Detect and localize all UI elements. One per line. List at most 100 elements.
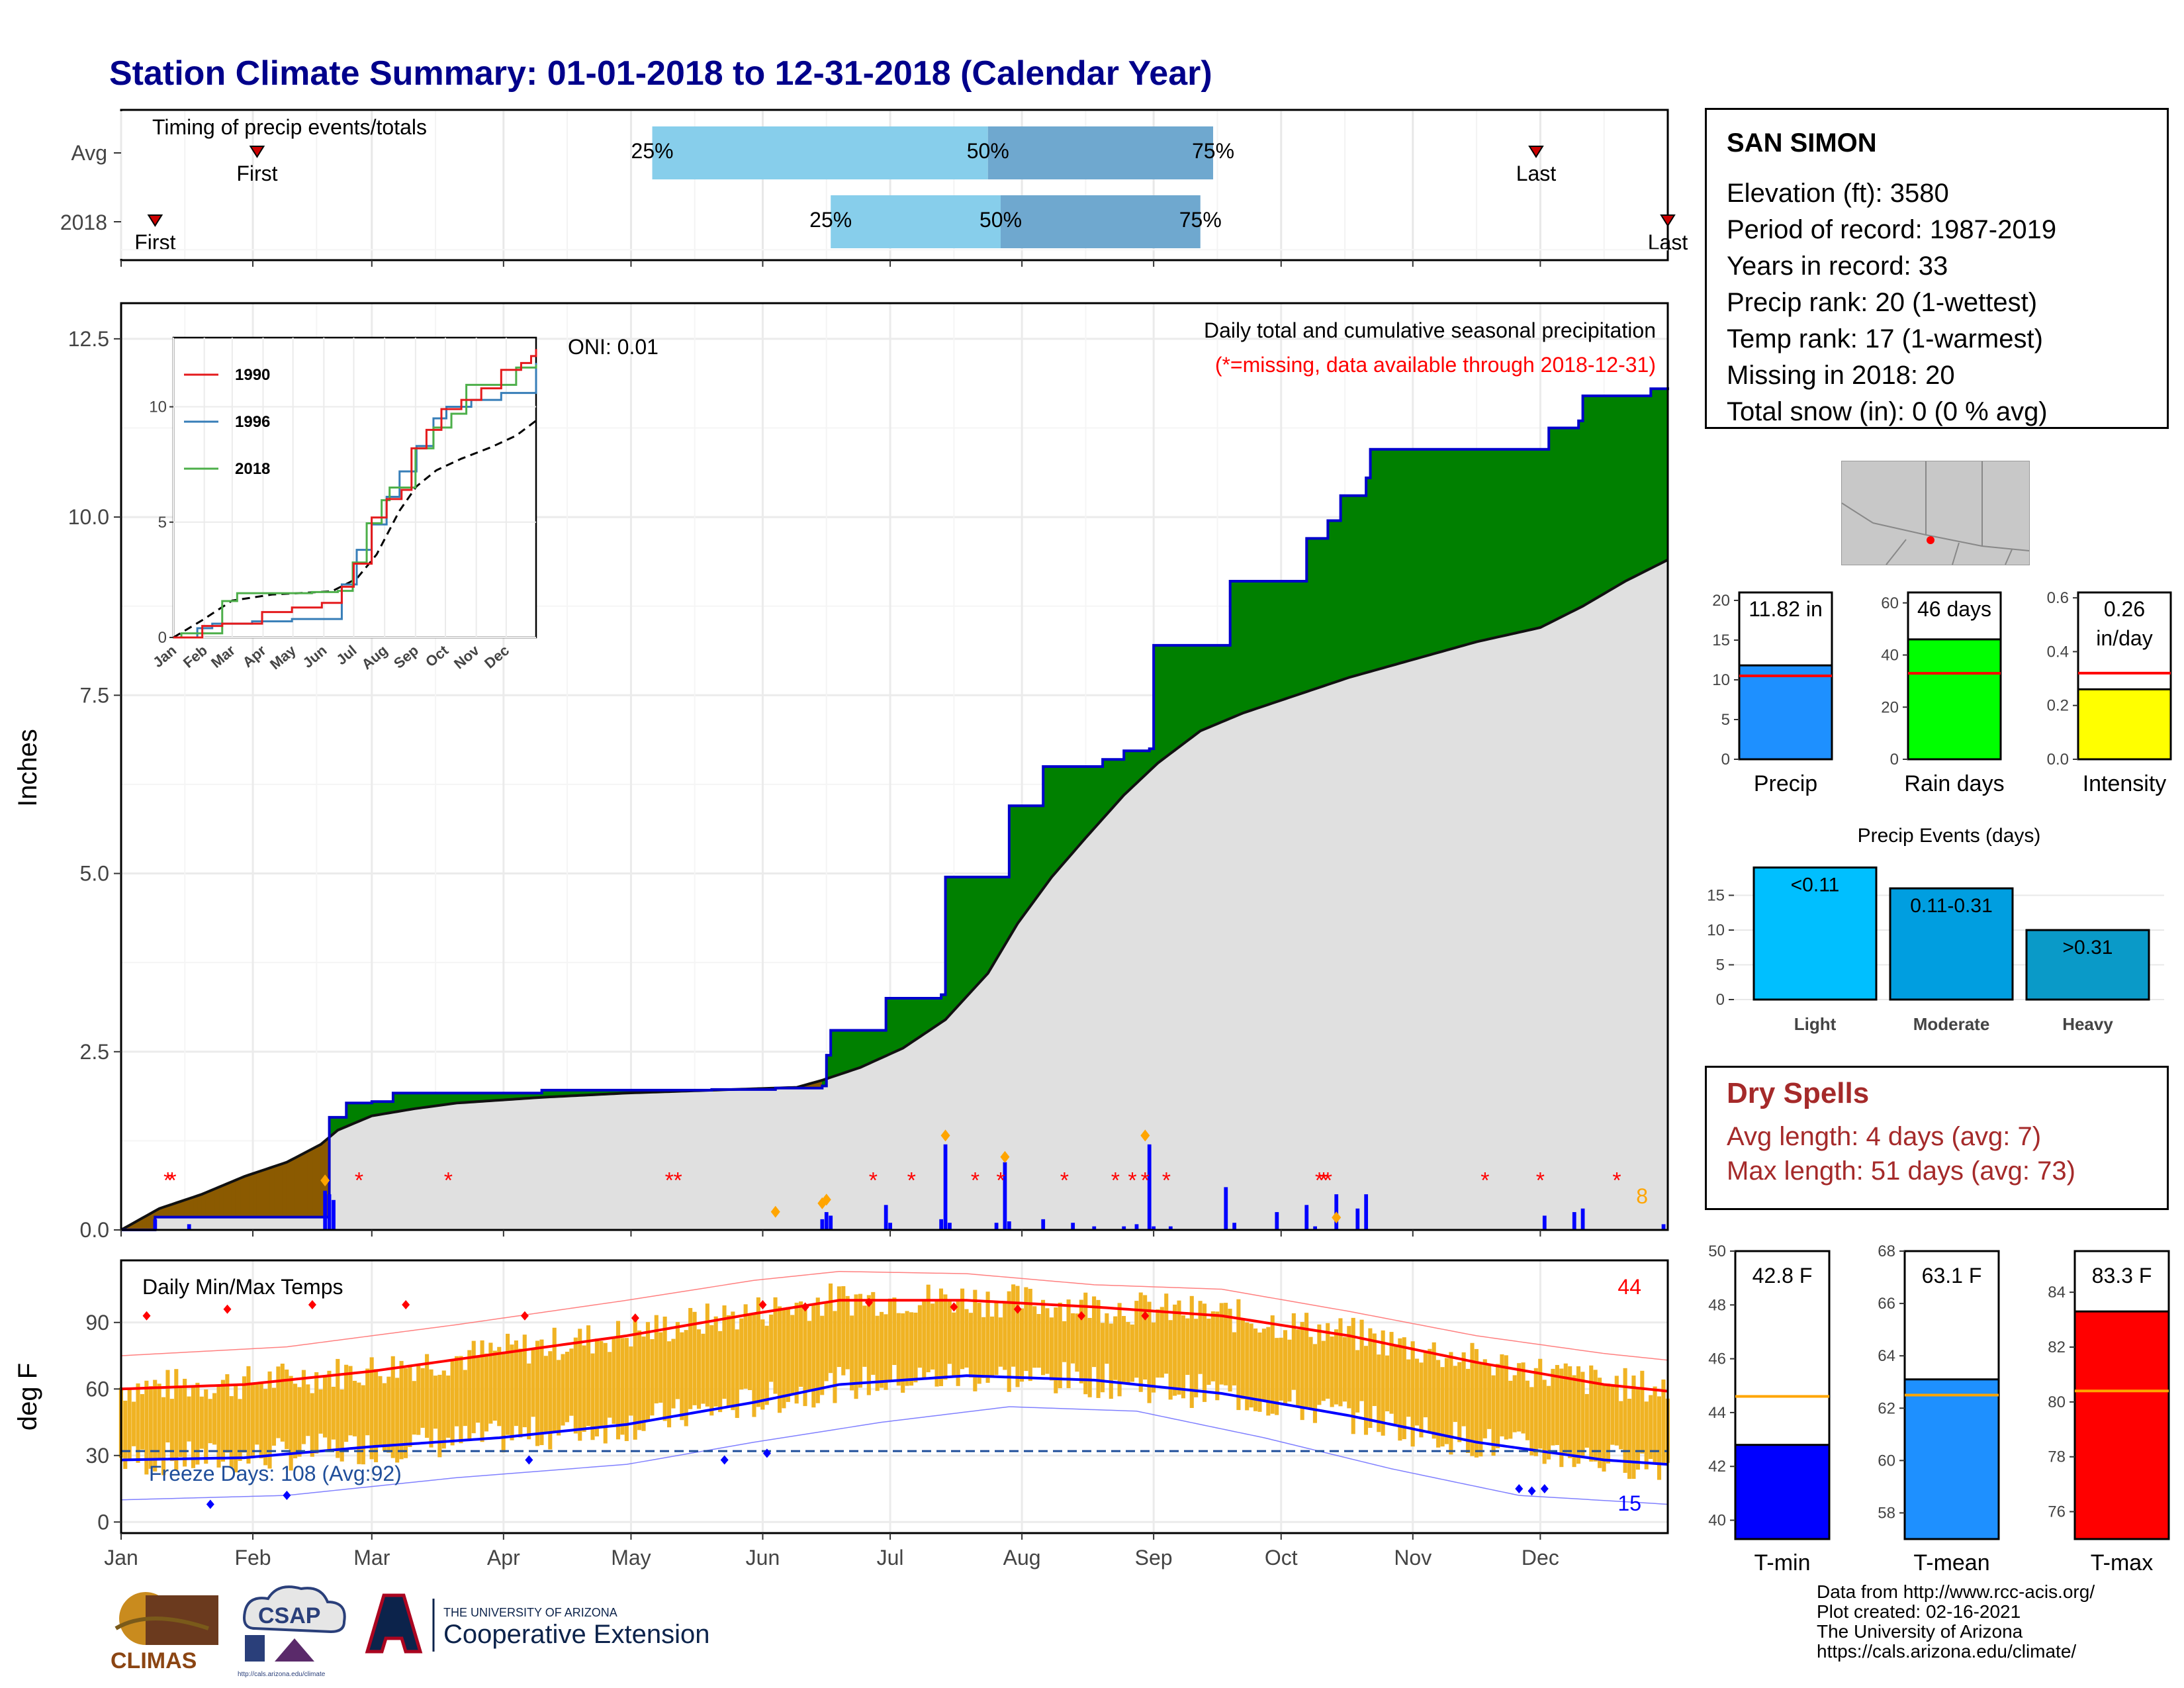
precip-departure-segment bbox=[1297, 581, 1303, 695]
precip-daily-bars bbox=[153, 1129, 1666, 1230]
temp-daily-bar bbox=[1079, 1299, 1083, 1383]
station-snow: Total snow (in): 0 (0 % avg) bbox=[1727, 397, 2048, 426]
temp-lines bbox=[120, 1270, 1668, 1509]
temp-daily-bar bbox=[1500, 1354, 1504, 1436]
precip-departure-segment bbox=[949, 876, 954, 1016]
temp-daily-bar bbox=[289, 1376, 293, 1471]
credits: Data from http://www.rcc-acis.org/ Plot … bbox=[1817, 1582, 2095, 1662]
temp-daily-bar bbox=[1156, 1309, 1160, 1378]
temp-daily-bar bbox=[174, 1369, 179, 1470]
temp-daily-bar bbox=[662, 1316, 667, 1421]
temp-daily-bar bbox=[1644, 1401, 1649, 1470]
precip-departure-segment bbox=[1319, 538, 1324, 688]
temp-daily-bar bbox=[1045, 1308, 1050, 1374]
missing-day-marker: * bbox=[971, 1168, 979, 1193]
temp-daily-bar bbox=[871, 1291, 876, 1375]
temp-daily-bar bbox=[1126, 1322, 1130, 1384]
month-axis: Jan Feb Mar Apr May Jun Jul Aug Sep Oct Nov Dec bbox=[104, 260, 1559, 1570]
temp-daily-bar bbox=[535, 1340, 540, 1446]
temp-daily-bar bbox=[718, 1331, 723, 1413]
temp-daily-bar bbox=[301, 1370, 306, 1444]
precip-y-tick-label: 12.5 bbox=[68, 327, 109, 351]
precip-departure-segment bbox=[244, 1174, 250, 1218]
temp-daily-bar bbox=[858, 1293, 863, 1388]
temp-daily-bar bbox=[157, 1383, 161, 1460]
temp-daily-bar bbox=[782, 1308, 786, 1409]
temp-daily-bar bbox=[1635, 1387, 1640, 1470]
timing-2018-p25-label: 25% bbox=[809, 208, 852, 232]
temp-summary-tick-label: 42 bbox=[1708, 1458, 1726, 1476]
temp-daily-bar bbox=[1606, 1383, 1610, 1464]
timing-avg-last-marker bbox=[1528, 146, 1544, 158]
precip-departure-segment bbox=[1455, 449, 1460, 649]
temp-daily-bar bbox=[1584, 1393, 1589, 1448]
temp-daily-bar bbox=[518, 1348, 523, 1438]
precip-departure-segment bbox=[1590, 395, 1596, 602]
temp-daily-bar bbox=[998, 1317, 1003, 1367]
temp-daily-bar bbox=[956, 1301, 960, 1386]
temp-daily-bar bbox=[234, 1385, 238, 1473]
precip-departure-segment bbox=[1357, 495, 1363, 676]
temp-daily-bar bbox=[1210, 1311, 1215, 1382]
precip-departure-segment bbox=[1327, 520, 1333, 685]
temp-daily-bar bbox=[127, 1389, 132, 1460]
daily-precip-bar bbox=[1003, 1162, 1007, 1230]
missing-day-marker: * bbox=[1536, 1168, 1545, 1193]
daily-precip-bar bbox=[994, 1223, 999, 1230]
daily-precip-bar bbox=[332, 1199, 336, 1230]
precip-departure-segment bbox=[1119, 759, 1124, 801]
temp-daily-bar bbox=[144, 1380, 149, 1475]
temp-daily-bar bbox=[1457, 1362, 1462, 1442]
temp-daily-bar bbox=[501, 1353, 506, 1453]
temp-daily-bar bbox=[565, 1352, 570, 1423]
temp-daily-bar bbox=[854, 1294, 858, 1399]
daily-precip-bar bbox=[1147, 1144, 1152, 1230]
precip-departure-segment bbox=[953, 876, 959, 1011]
temp-daily-bar bbox=[960, 1288, 965, 1370]
temp-daily-bar bbox=[1308, 1336, 1313, 1410]
timing-2018-last-label: Last bbox=[1648, 230, 1688, 254]
precip-departure-segment bbox=[269, 1166, 275, 1218]
temp-daily-bar bbox=[1402, 1337, 1406, 1440]
temp-daily-bar bbox=[680, 1332, 684, 1421]
daily-precip-bar bbox=[1313, 1226, 1317, 1230]
temp-summary-bar-0 bbox=[1734, 1444, 1831, 1540]
temp-summary-tick-label: 50 bbox=[1708, 1243, 1726, 1260]
precip-departure-segment bbox=[919, 998, 925, 1038]
temp-daily-bar bbox=[1321, 1340, 1326, 1401]
climas-logo: CLIMAS bbox=[111, 1592, 218, 1673]
temp-daily-bar bbox=[892, 1297, 897, 1366]
inset-1990-line bbox=[173, 349, 537, 639]
precip-departure-segment bbox=[431, 1092, 436, 1107]
temp-daily-bar bbox=[709, 1325, 714, 1416]
summary-tick-label: 0 bbox=[1890, 751, 1899, 769]
summary-tick-label: 60 bbox=[1881, 594, 1899, 612]
record-low-marker bbox=[1540, 1484, 1549, 1494]
temp-daily-bars bbox=[118, 1283, 1670, 1480]
temp-daily-bar bbox=[582, 1345, 586, 1432]
temp-daily-bar bbox=[1393, 1344, 1398, 1425]
precip-departure-segment bbox=[295, 1154, 300, 1218]
temp-daily-bar bbox=[1351, 1317, 1355, 1434]
precip-departure-segment bbox=[1391, 449, 1396, 667]
temp-daily-bar bbox=[1177, 1300, 1181, 1395]
temp-summary-value-2: 83.3 F bbox=[2092, 1264, 2152, 1288]
temp-daily-bar bbox=[1432, 1342, 1436, 1439]
temp-daily-bar bbox=[344, 1364, 349, 1442]
ua-main-text: Cooperative Extension bbox=[443, 1620, 709, 1649]
temp-daily-bar bbox=[136, 1383, 140, 1463]
precip-y-tick-label: 0.0 bbox=[80, 1218, 109, 1242]
event-marker bbox=[1140, 1129, 1150, 1142]
temp-daily-bar bbox=[1219, 1303, 1224, 1385]
record-high-marker bbox=[142, 1311, 151, 1321]
precip-departure-segment bbox=[422, 1092, 428, 1108]
precip-departure-segment bbox=[1421, 449, 1426, 658]
temp-daily-bar bbox=[735, 1329, 739, 1419]
precip-departure-segment bbox=[898, 998, 903, 1051]
timing-avg-last-label: Last bbox=[1516, 162, 1557, 185]
temp-summary-tick-label: 84 bbox=[2048, 1284, 2066, 1301]
daily-precip-bar bbox=[1364, 1194, 1369, 1230]
precip-departure-segment bbox=[184, 1197, 190, 1218]
record-high-marker bbox=[402, 1299, 410, 1309]
precip-departure-segment bbox=[299, 1152, 304, 1218]
